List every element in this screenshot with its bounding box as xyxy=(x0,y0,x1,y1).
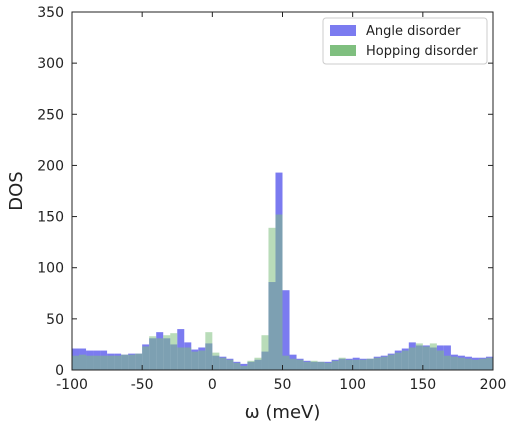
bar-hopping-disorder xyxy=(240,365,248,370)
bar-hopping-disorder xyxy=(156,338,164,370)
bar-hopping-disorder xyxy=(464,358,472,370)
y-tick-label: 200 xyxy=(37,158,64,174)
bar-hopping-disorder xyxy=(268,227,276,370)
bar-hopping-disorder xyxy=(296,359,304,370)
bar-hopping-disorder xyxy=(184,347,192,370)
bar-hopping-disorder xyxy=(478,358,486,370)
bar-hopping-disorder xyxy=(79,354,87,370)
bar-angle-disorder xyxy=(282,290,290,370)
bar-hopping-disorder xyxy=(254,357,262,370)
x-tick-label: 50 xyxy=(274,377,292,393)
bar-hopping-disorder xyxy=(352,359,360,370)
bar-hopping-disorder xyxy=(380,356,388,370)
bar-hopping-disorder xyxy=(226,359,234,370)
y-tick-label: 150 xyxy=(37,210,64,226)
bar-hopping-disorder xyxy=(366,358,374,370)
bar-hopping-disorder xyxy=(373,357,381,370)
bar-hopping-disorder xyxy=(135,353,143,370)
bar-hopping-disorder xyxy=(177,347,185,370)
y-tick-label: 100 xyxy=(37,261,64,277)
bar-hopping-disorder xyxy=(128,354,136,370)
y-tick-label: 350 xyxy=(37,5,64,21)
bar-hopping-disorder xyxy=(331,360,339,370)
bar-hopping-disorder xyxy=(107,355,115,370)
legend-label-hopping-disorder: Hopping disorder xyxy=(366,44,478,59)
bar-hopping-disorder xyxy=(422,346,430,370)
bar-hopping-disorder xyxy=(219,357,227,370)
bar-hopping-disorder xyxy=(408,347,416,370)
bar-hopping-disorder xyxy=(72,355,80,370)
bar-hopping-disorder xyxy=(170,333,178,370)
bar-hopping-disorder xyxy=(443,355,451,370)
x-tick-label: 0 xyxy=(208,377,217,393)
bar-hopping-disorder xyxy=(198,350,206,370)
bar-hopping-disorder xyxy=(338,357,346,370)
legend: Angle disorder Hopping disorder xyxy=(322,17,488,65)
bar-hopping-disorder xyxy=(163,335,171,370)
x-tick-label: 150 xyxy=(409,377,436,393)
bar-hopping-disorder xyxy=(317,361,325,370)
bar-hopping-disorder xyxy=(303,361,311,370)
y-tick-label: 0 xyxy=(55,363,64,379)
bar-hopping-disorder xyxy=(275,214,283,370)
bar-hopping-disorder xyxy=(471,359,479,370)
bar-hopping-disorder xyxy=(394,352,402,370)
x-tick-label: 200 xyxy=(480,377,507,393)
bar-hopping-disorder xyxy=(436,350,444,370)
x-tick-label: -100 xyxy=(56,377,88,393)
bar-hopping-disorder xyxy=(205,332,213,370)
legend-box xyxy=(322,17,488,65)
bar-hopping-disorder xyxy=(359,359,367,370)
y-axis-label: DOS xyxy=(6,171,27,210)
bar-hopping-disorder xyxy=(212,352,220,370)
bar-hopping-disorder xyxy=(233,362,241,370)
bar-hopping-disorder xyxy=(289,358,297,370)
legend-label-angle-disorder: Angle disorder xyxy=(366,24,461,39)
bar-hopping-disorder xyxy=(345,359,353,370)
bar-hopping-disorder xyxy=(310,360,318,370)
x-tick-label: 100 xyxy=(339,377,366,393)
x-axis-ticks: -100 -50 0 50 100 150 200 xyxy=(56,12,506,393)
bar-hopping-disorder xyxy=(324,362,332,370)
bar-hopping-disorder xyxy=(93,355,101,370)
bar-hopping-disorder xyxy=(191,351,199,370)
bar-hopping-disorder xyxy=(387,354,395,370)
y-tick-label: 50 xyxy=(46,312,64,328)
legend-swatch-angle-disorder xyxy=(330,25,356,36)
legend-swatch-hopping-disorder xyxy=(330,45,356,56)
bar-hopping-disorder xyxy=(149,336,157,370)
y-tick-label: 250 xyxy=(37,107,64,123)
bar-hopping-disorder xyxy=(247,360,255,370)
y-tick-label: 300 xyxy=(37,56,64,72)
bar-hopping-disorder xyxy=(121,354,129,370)
bar-hopping-disorder xyxy=(114,355,122,370)
y-axis-ticks: 0 50 100 150 200 250 300 350 xyxy=(37,5,493,379)
x-axis-label: ω (meV) xyxy=(245,402,321,423)
series-hopping-disorder-bars xyxy=(72,214,493,370)
bar-hopping-disorder xyxy=(457,357,465,370)
x-tick-label: -50 xyxy=(131,377,154,393)
bar-hopping-disorder xyxy=(415,343,423,370)
bar-hopping-disorder xyxy=(86,355,94,370)
bar-hopping-disorder xyxy=(261,335,269,370)
bar-hopping-disorder xyxy=(485,357,493,370)
bar-hopping-disorder xyxy=(142,346,150,370)
bar-hopping-disorder xyxy=(401,350,409,370)
bar-hopping-disorder xyxy=(429,343,437,370)
bar-hopping-disorder xyxy=(100,355,108,370)
bar-hopping-disorder xyxy=(282,355,290,370)
bar-hopping-disorder xyxy=(450,356,458,370)
